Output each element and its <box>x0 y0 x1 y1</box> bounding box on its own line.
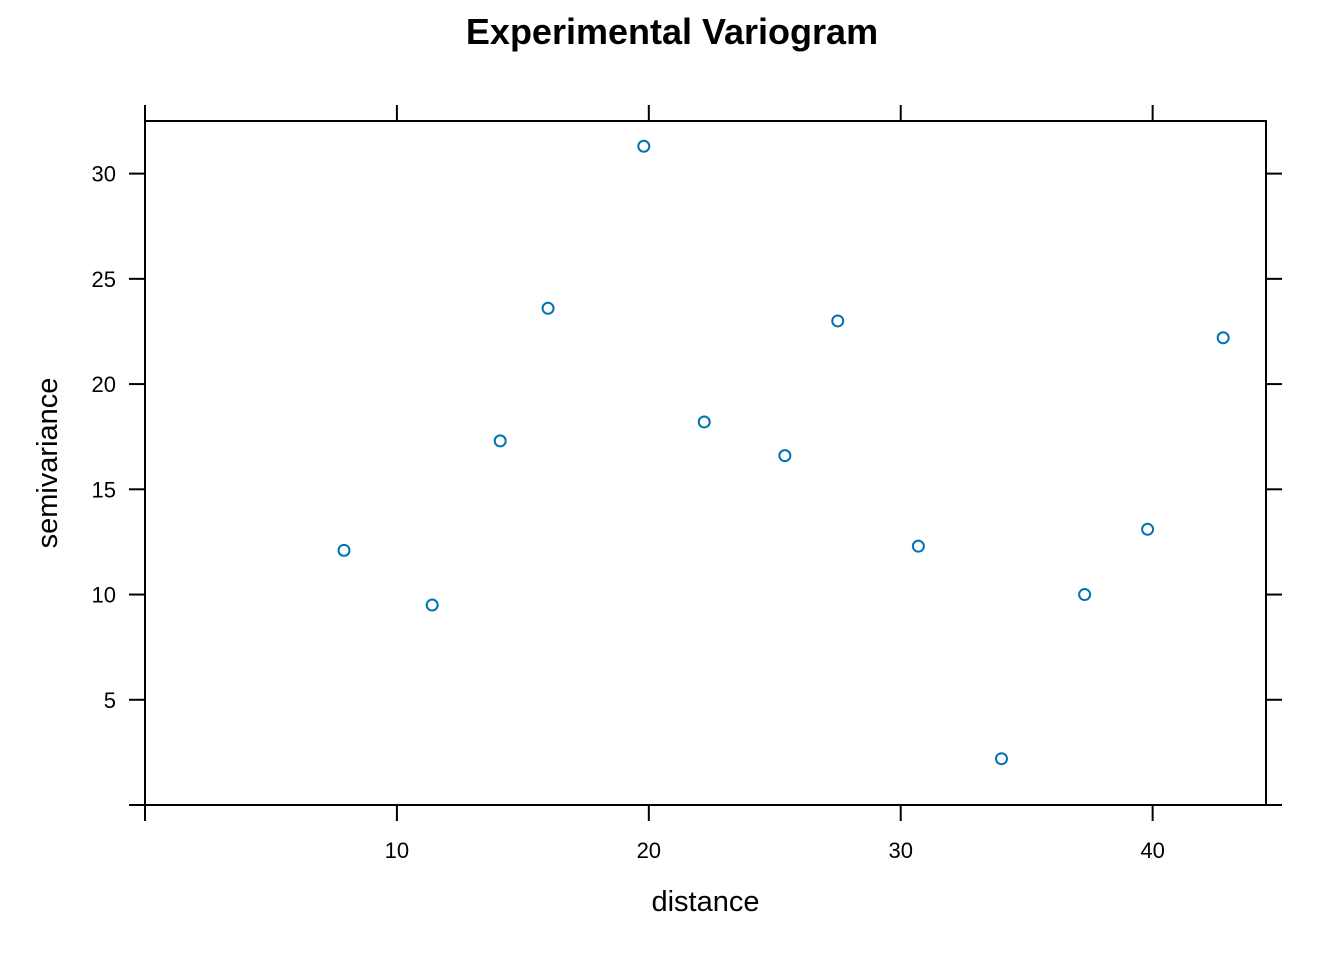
x-tick-label: 20 <box>637 838 661 863</box>
data-point <box>911 539 925 553</box>
data-point <box>425 598 439 612</box>
data-point <box>1078 588 1092 602</box>
data-point <box>637 139 651 153</box>
data-point <box>493 434 507 448</box>
data-points <box>337 139 1230 766</box>
x-axis-label: distance <box>651 886 759 918</box>
data-point <box>778 449 792 463</box>
plot-frame <box>144 120 1267 806</box>
data-point <box>1216 331 1230 345</box>
x-tick-label: 10 <box>385 838 409 863</box>
x-tick-label: 40 <box>1140 838 1164 863</box>
data-point <box>697 415 711 429</box>
data-point <box>831 314 845 328</box>
data-point <box>1141 522 1155 536</box>
x-tick-label: 30 <box>888 838 912 863</box>
y-tick-label: 10 <box>92 583 116 608</box>
y-tick-label: 30 <box>92 162 116 187</box>
chart-title: Experimental Variogram <box>466 11 878 52</box>
y-tick-label: 25 <box>92 267 116 292</box>
y-axis-label: semivariance <box>32 378 64 549</box>
y-tick-label: 5 <box>104 688 116 713</box>
y-tick-label: 20 <box>92 372 116 397</box>
data-point <box>994 752 1008 766</box>
axis-ticks: 10 20 30 40 5 10 15 20 25 30 <box>92 105 1282 863</box>
data-point <box>337 543 351 557</box>
y-tick-label: 15 <box>92 477 116 502</box>
data-point <box>541 301 555 315</box>
